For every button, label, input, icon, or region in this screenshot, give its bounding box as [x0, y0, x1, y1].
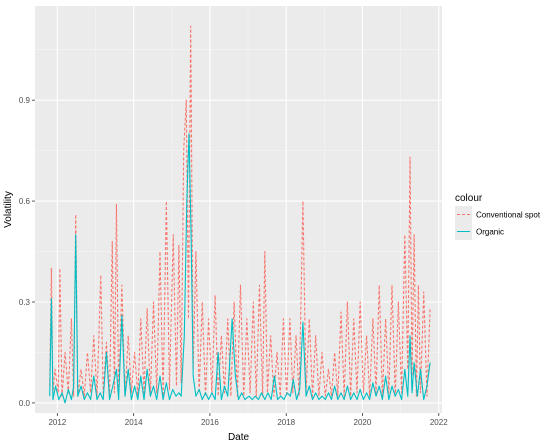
series-layer — [49, 25, 431, 404]
legend-title: colour — [455, 193, 483, 204]
y-tick-label: 0.6 — [19, 197, 31, 206]
legend-label-conventional-spot: Conventional spot — [476, 211, 540, 220]
legend: colour Conventional spot Organic — [455, 193, 540, 240]
series-line-conventional-spot — [49, 25, 431, 397]
major-gridlines — [35, 6, 442, 413]
x-tick-label: 2020 — [354, 418, 372, 427]
y-tick-label: 0.0 — [19, 399, 31, 408]
x-tick-label: 2018 — [277, 418, 295, 427]
y-tick-label: 0.3 — [19, 298, 31, 307]
series-line-organic — [49, 133, 431, 404]
x-tick-label: 2016 — [201, 418, 219, 427]
y-axis: 0.0 0.3 0.6 0.9 — [19, 96, 35, 408]
x-tick-label: 2012 — [48, 418, 66, 427]
x-axis: 2012 2014 2016 2018 2020 2022 — [48, 413, 448, 427]
x-axis-title: Date — [228, 432, 250, 443]
legend-label-organic: Organic — [476, 228, 504, 237]
x-tick-label: 2014 — [125, 418, 143, 427]
x-tick-label: 2022 — [430, 418, 448, 427]
y-tick-label: 0.9 — [19, 96, 31, 105]
y-axis-title: Volatility — [3, 191, 14, 228]
